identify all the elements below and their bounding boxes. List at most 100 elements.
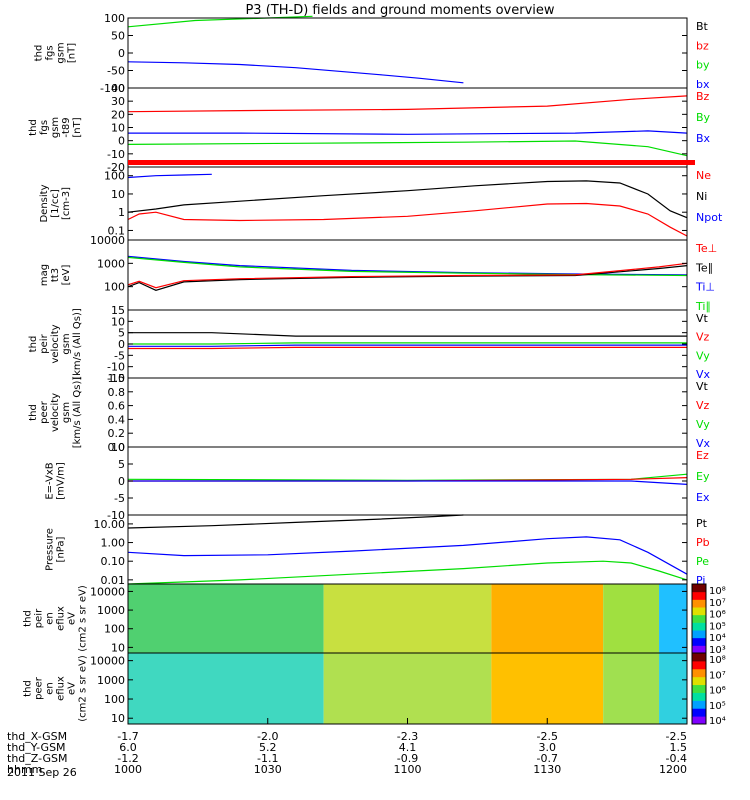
series-line (128, 346, 687, 350)
y-axis-label: gsm (56, 42, 67, 63)
y-axis-label: en (45, 682, 56, 695)
colorbar-tick-label: 10⁴ (709, 633, 726, 644)
x-axis-row-label: hhmm (7, 763, 42, 776)
colorbar-segment (692, 653, 706, 662)
y-axis-label: en (45, 612, 56, 625)
colorbar-tick-label: 10⁶ (709, 610, 726, 621)
colorbar-segment (692, 668, 706, 678)
separator-bar (128, 160, 695, 165)
x-tick-label: 1030 (254, 763, 282, 776)
colorbar-tick-label: 10⁸ (709, 586, 726, 597)
colorbar-segment (692, 708, 706, 717)
y-axis-label: eV (67, 682, 78, 695)
colorbar-tick-label: 10⁷ (709, 598, 726, 609)
y-tick-label: 1 (118, 206, 125, 219)
colorbar-segment (692, 692, 706, 701)
x-axis-row-label: thd_Z-GSM (7, 752, 67, 765)
legend-label: By (696, 111, 711, 124)
y-axis-label: peer (39, 400, 50, 424)
series-line (127, 560, 688, 585)
y-axis-label: thd (28, 404, 39, 421)
colorbar-segment (692, 591, 706, 600)
y-axis-label: eflux (56, 676, 67, 701)
legend-label: Ni (696, 190, 707, 203)
legend-label: Ti⊥ (695, 281, 715, 294)
y-tick-label: 10 (111, 122, 125, 135)
x-tick-label: 1100 (394, 763, 422, 776)
y-axis-label: tt3 (50, 268, 61, 282)
legend-label: Ex (696, 491, 710, 504)
x-tick-label: -2.3 (397, 730, 418, 743)
y-tick-label: 1000 (97, 674, 125, 687)
y-tick-label: 1000 (97, 257, 125, 270)
colorbar-segment (692, 599, 706, 608)
y-tick-label: 5 (118, 458, 125, 471)
y-tick-label: 0.01 (101, 574, 126, 587)
y-tick-label: 5 (118, 327, 125, 340)
legend-label: Pi (696, 574, 705, 587)
x-tick-label: 3.0 (539, 741, 557, 754)
series-line (127, 202, 688, 237)
x-tick-label: -1.1 (257, 752, 278, 765)
x-tick-label: 6.0 (119, 741, 137, 754)
y-tick-label: 10 (111, 712, 125, 725)
series-line (127, 61, 464, 84)
x-tick-label: -0.7 (537, 752, 558, 765)
spectrogram-band (128, 653, 324, 724)
legend-label: Ez (696, 449, 709, 462)
y-tick-label: 0.1 (108, 224, 126, 237)
y-tick-label: -5 (114, 492, 125, 505)
colorbar-segment (692, 614, 706, 623)
y-axis-label: gsm (50, 117, 61, 138)
legend-label: Te⊥ (695, 242, 717, 255)
y-tick-label: 30 (111, 95, 125, 108)
y-tick-label: 0.0 (108, 441, 126, 454)
y-axis-label: Density (39, 184, 50, 222)
legend-label: Vx (696, 437, 711, 450)
y-axis-label: peer (34, 676, 45, 700)
y-tick-label: 40 (111, 82, 125, 95)
y-tick-label: 10 (111, 315, 125, 328)
y-tick-label: 10000 (90, 655, 125, 668)
y-axis-label: thd (23, 680, 34, 697)
y-axis-label: thd (34, 45, 45, 62)
x-tick-label: 1000 (114, 763, 142, 776)
colorbar-segment (692, 660, 706, 670)
legend-label: Bt (696, 20, 709, 33)
legend-label: Pe (696, 555, 709, 568)
colorbar-segment (692, 622, 706, 631)
y-tick-label: 15 (111, 304, 125, 317)
y-tick-label: 50 (111, 30, 125, 43)
spectrogram-band (323, 653, 492, 724)
colorbar-segment (692, 630, 706, 639)
x-tick-label: -0.9 (397, 752, 418, 765)
colorbar-segment (692, 584, 706, 593)
colorbar-tick-label: 10⁴ (709, 716, 726, 727)
y-tick-label: 0 (118, 135, 125, 148)
y-tick-label: 0 (118, 475, 125, 488)
x-tick-label: 1.5 (670, 741, 688, 754)
y-axis-label: thd (23, 610, 34, 627)
legend-label: bx (696, 78, 710, 91)
panel-frame (127, 87, 688, 168)
y-axis-label: [nT] (72, 117, 83, 137)
spectrogram-band (659, 653, 687, 724)
spectrogram-band (128, 584, 324, 653)
series-line (127, 95, 688, 113)
y-axis-label: [km/s (All Qs)] (72, 308, 83, 380)
legend-label: Vz (696, 399, 710, 412)
colorbar-frame (691, 652, 707, 725)
y-tick-label: 10000 (90, 585, 125, 598)
y-axis-label: (cm2 s sr eV) (78, 655, 89, 722)
y-tick-label: 10.00 (94, 518, 126, 531)
y-axis-label: (cm2 s sr eV) (78, 585, 89, 652)
x-tick-label: -1.7 (117, 730, 138, 743)
y-axis-label: gsm (61, 402, 72, 423)
y-axis-label: [km/s (All Qs)] (72, 377, 83, 449)
x-axis-row-label: thd_Y-GSM (7, 741, 66, 754)
y-tick-label: -10 (107, 148, 125, 161)
x-tick-label: -2.5 (537, 730, 558, 743)
series-line (127, 265, 688, 291)
series-line (127, 180, 688, 219)
